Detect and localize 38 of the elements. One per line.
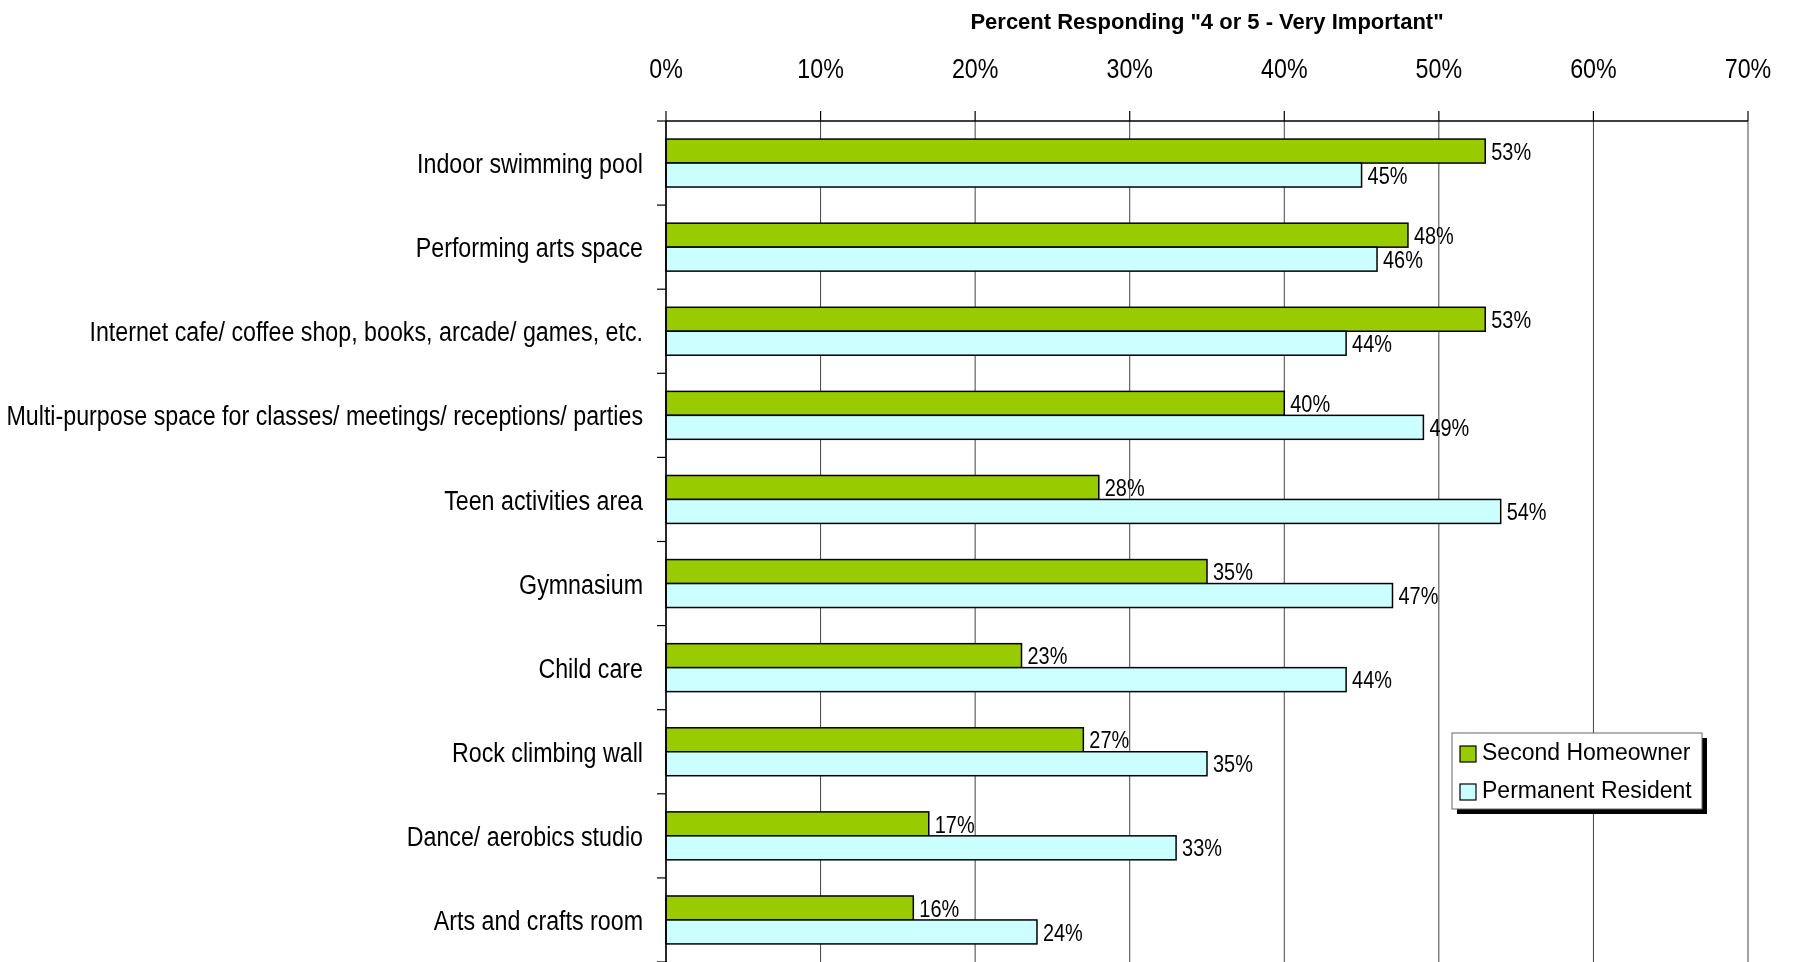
data-label: 17% xyxy=(934,810,975,838)
x-tick-label: 40% xyxy=(1261,52,1308,84)
x-tick-label: 10% xyxy=(797,52,844,84)
y-tick-label: Internet cafe/ coffee shop, books, arcade/ games, etc. xyxy=(89,316,643,347)
data-label: 23% xyxy=(1027,642,1068,670)
data-label: 45% xyxy=(1367,161,1408,190)
data-label: 35% xyxy=(1213,558,1253,586)
y-tick-label: Child care xyxy=(538,652,643,684)
x-tick-label: 20% xyxy=(951,52,999,84)
y-tick-label: Rock climbing wall xyxy=(451,736,643,768)
data-label: 54% xyxy=(1506,498,1547,526)
y-tick-label: Performing arts space xyxy=(415,232,643,263)
x-tick-label: 70% xyxy=(1724,52,1772,84)
data-label: 49% xyxy=(1429,414,1470,442)
y-tick-label: Arts and crafts room xyxy=(433,905,643,936)
legend-label: Permanent Resident xyxy=(1482,777,1693,803)
data-label: 16% xyxy=(919,894,960,923)
x-tick-label: 0% xyxy=(649,52,683,84)
data-label: 24% xyxy=(1042,918,1083,947)
data-label: 53% xyxy=(1491,306,1532,334)
data-label: 53% xyxy=(1491,137,1532,166)
y-tick-label: Dance/ aerobics studio xyxy=(406,820,643,852)
y-tick-label: Multi-purpose space for classes/ meetings/ receptions/ parties xyxy=(6,400,643,431)
x-tick-label: 60% xyxy=(1570,52,1617,84)
x-axis-title: Percent Responding "4 or 5 - Very Important" xyxy=(970,9,1444,34)
x-tick-label: 50% xyxy=(1415,52,1463,84)
data-label: 27% xyxy=(1089,726,1130,754)
data-label: 44% xyxy=(1352,666,1392,694)
data-label: 47% xyxy=(1398,582,1439,610)
y-tick-label: Gymnasium xyxy=(519,568,643,600)
y-tick-label: Indoor swimming pool xyxy=(417,148,643,179)
x-tick-label: 30% xyxy=(1106,52,1153,84)
data-label: 44% xyxy=(1352,330,1392,358)
y-tick-label: Teen activities area xyxy=(444,484,644,515)
data-label: 33% xyxy=(1182,834,1222,862)
data-label: 40% xyxy=(1290,390,1331,418)
data-label: 35% xyxy=(1213,750,1253,778)
legend-label: Second Homeowner xyxy=(1482,739,1691,765)
